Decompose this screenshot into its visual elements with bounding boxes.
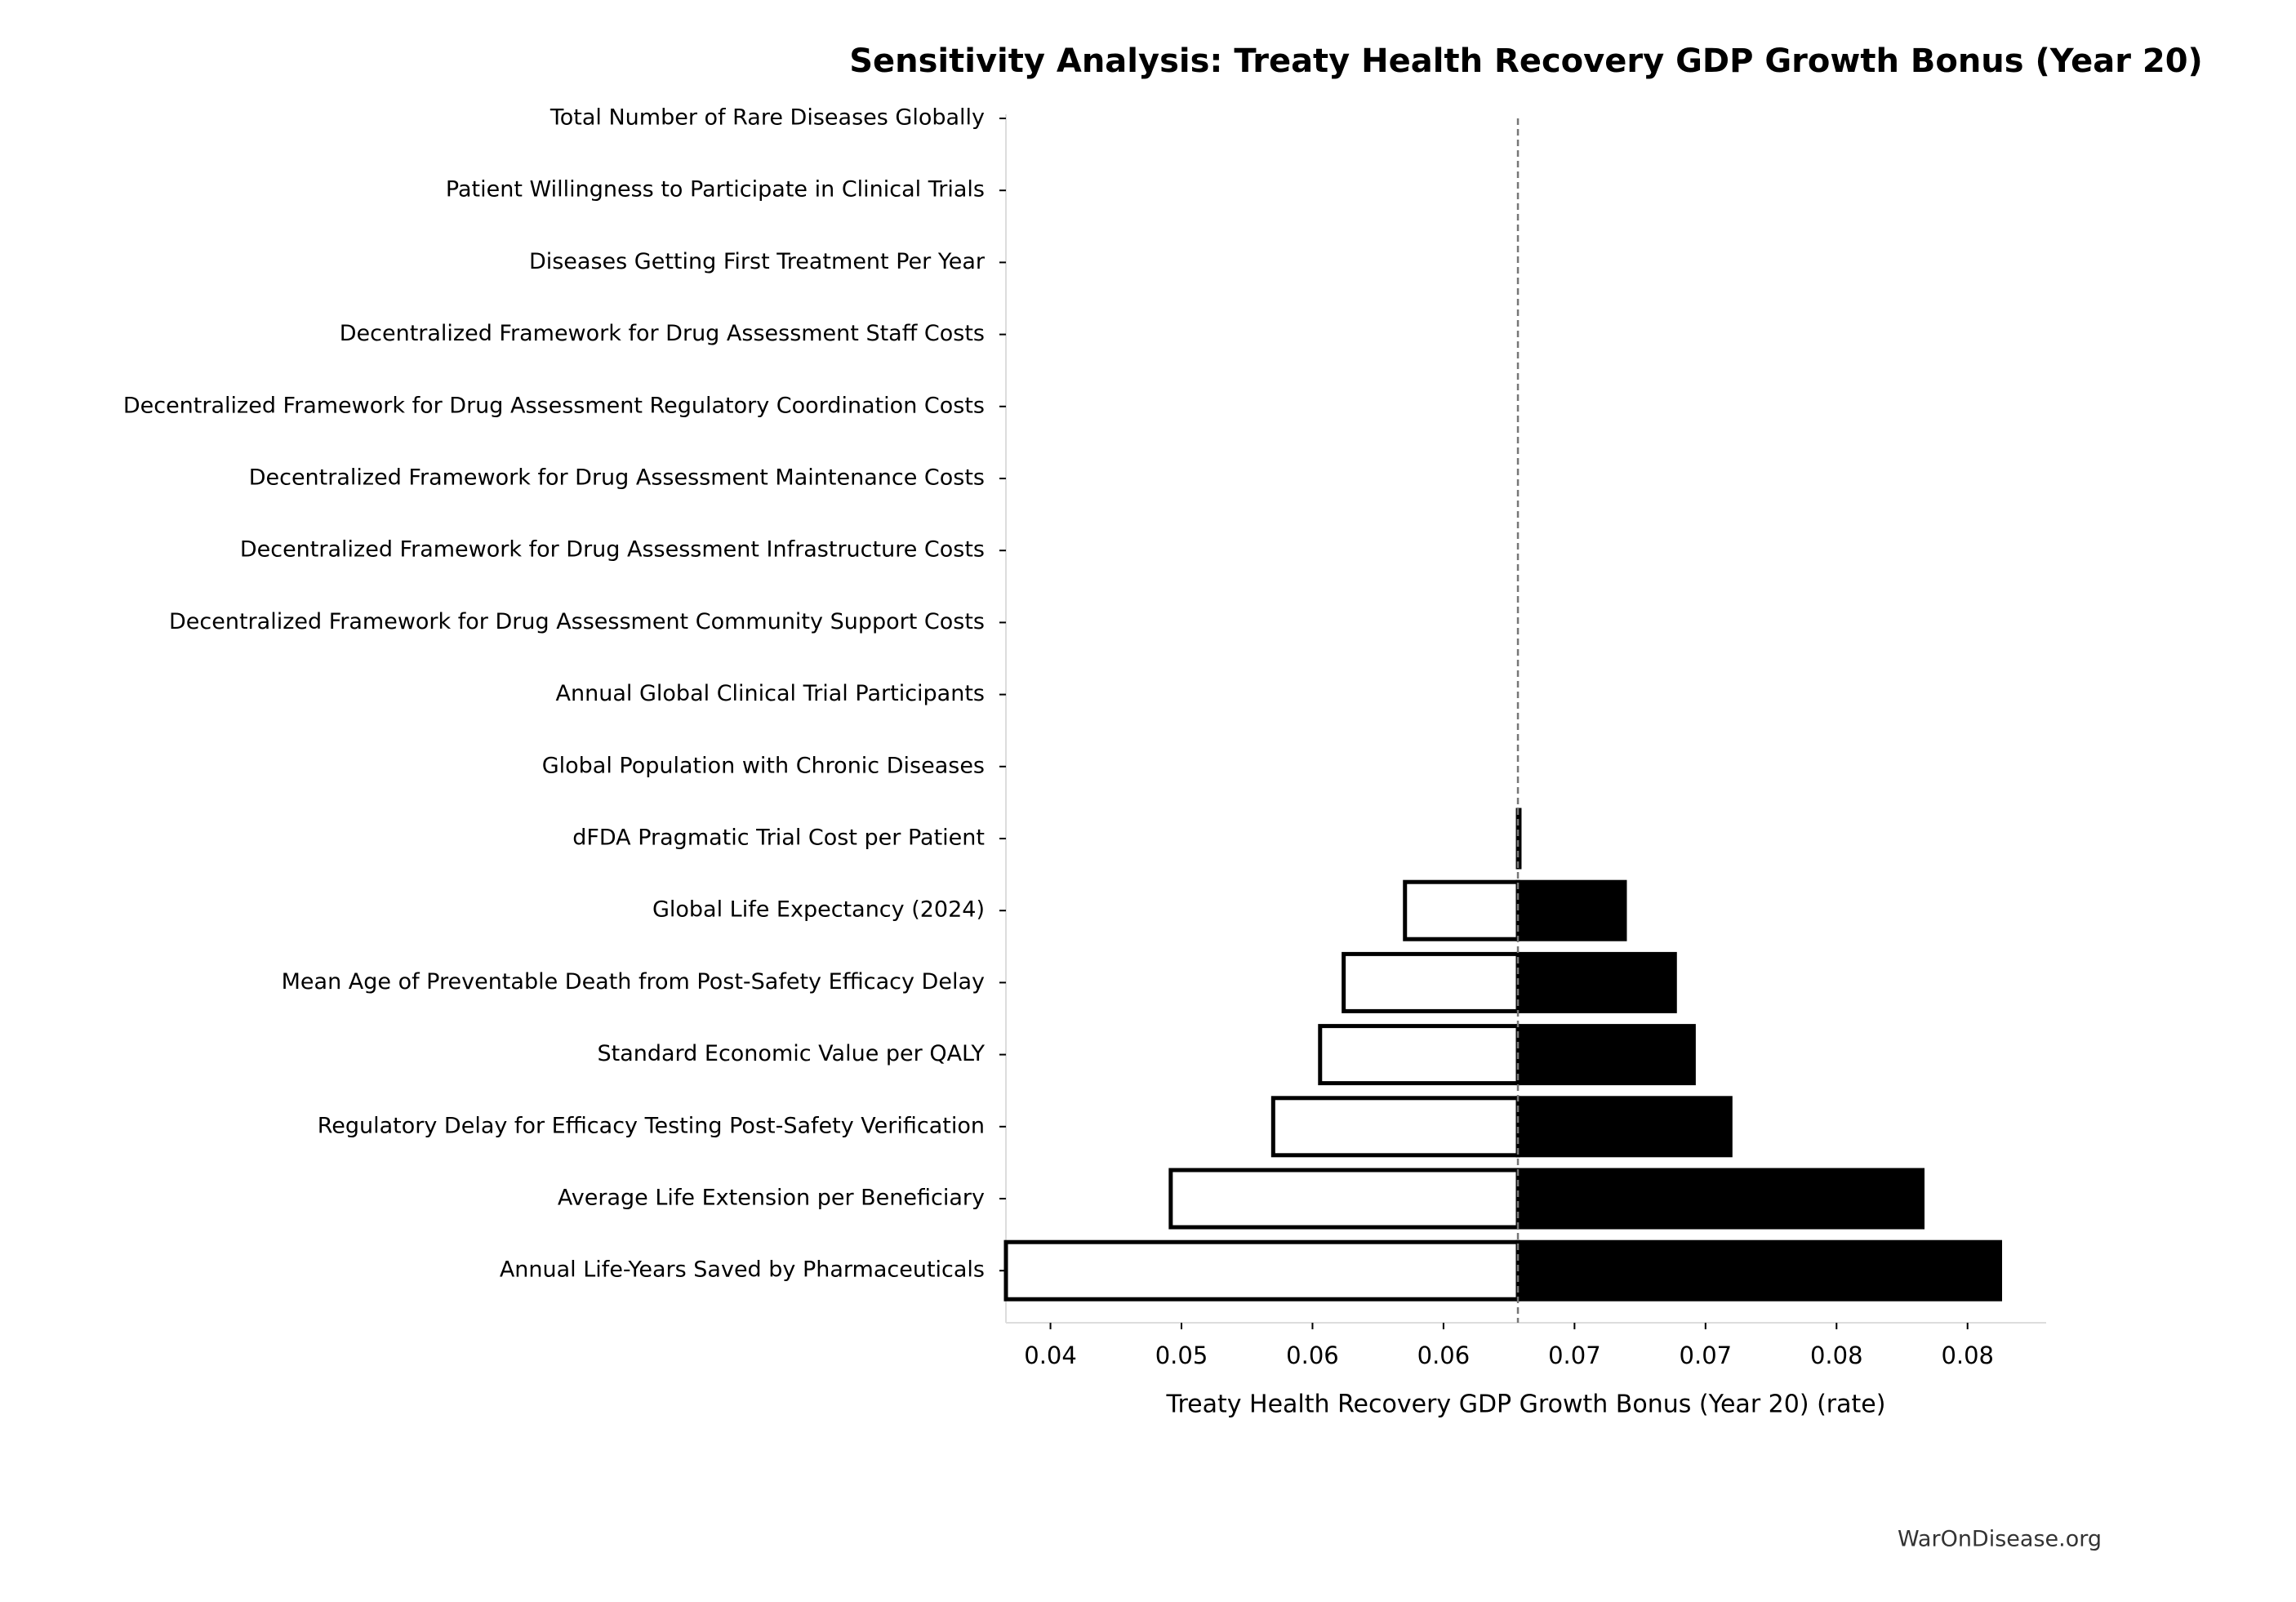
bar xyxy=(1515,879,1627,941)
bar xyxy=(1318,1024,1520,1086)
x-tick-label: 0.06 xyxy=(1417,1342,1471,1369)
bar xyxy=(1168,1168,1520,1230)
bar xyxy=(1515,1239,2003,1302)
y-tick-label: Annual Life-Years Saved by Pharmaceutica… xyxy=(500,1257,985,1283)
y-tick-label: Decentralized Framework for Drug Assessm… xyxy=(249,465,985,491)
chart-title: Sensitivity Analysis: Treaty Health Reco… xyxy=(849,42,2203,80)
y-tick-label: Patient Willingness to Participate in Cl… xyxy=(446,177,985,202)
x-tick-label: 0.05 xyxy=(1155,1342,1208,1369)
x-tick-label: 0.08 xyxy=(1941,1342,1994,1369)
bar xyxy=(1403,879,1520,941)
x-axis-label: Treaty Health Recovery GDP Growth Bonus … xyxy=(1166,1391,1886,1419)
x-tick-label: 0.07 xyxy=(1548,1342,1601,1369)
y-tick-label: Regulatory Delay for Efficacy Testing Po… xyxy=(318,1113,985,1138)
y-tick-label: Decentralized Framework for Drug Assessm… xyxy=(240,537,985,563)
y-tick-label: Decentralized Framework for Drug Assessm… xyxy=(123,393,985,418)
x-tick-label: 0.07 xyxy=(1680,1342,1733,1369)
y-tick-label: Global Population with Chronic Diseases xyxy=(542,753,985,778)
y-tick-label: Global Life Expectancy (2024) xyxy=(652,897,985,923)
x-tick-label: 0.06 xyxy=(1286,1342,1339,1369)
y-tick-label: Total Number of Rare Diseases Globally xyxy=(550,105,985,131)
y-tick-label: Decentralized Framework for Drug Assessm… xyxy=(169,609,985,634)
y-tick-label: Decentralized Framework for Drug Assessm… xyxy=(340,321,985,346)
x-tick-label: 0.08 xyxy=(1810,1342,1863,1369)
bar xyxy=(1515,951,1677,1013)
bar xyxy=(1515,1096,1733,1158)
y-tick-label: Standard Economic Value per QALY xyxy=(597,1041,985,1066)
bar xyxy=(1515,808,1522,870)
bar xyxy=(1515,1168,1925,1230)
y-tick-label: Diseases Getting First Treatment Per Yea… xyxy=(529,249,986,274)
bar xyxy=(1270,1096,1520,1158)
x-tick-label: 0.04 xyxy=(1024,1342,1077,1369)
bar xyxy=(1342,951,1520,1013)
bar xyxy=(1003,1239,1520,1302)
y-tick-label: dFDA Pragmatic Trial Cost per Patient xyxy=(572,825,985,851)
y-tick-label: Average Life Extension per Beneficiary xyxy=(558,1186,985,1211)
y-tick-label: Annual Global Clinical Trial Participant… xyxy=(556,681,985,706)
footer: WarOnDisease.org xyxy=(1898,1527,2102,1552)
y-tick-label: Mean Age of Preventable Death from Post-… xyxy=(282,969,985,995)
bar xyxy=(1515,1024,1696,1086)
